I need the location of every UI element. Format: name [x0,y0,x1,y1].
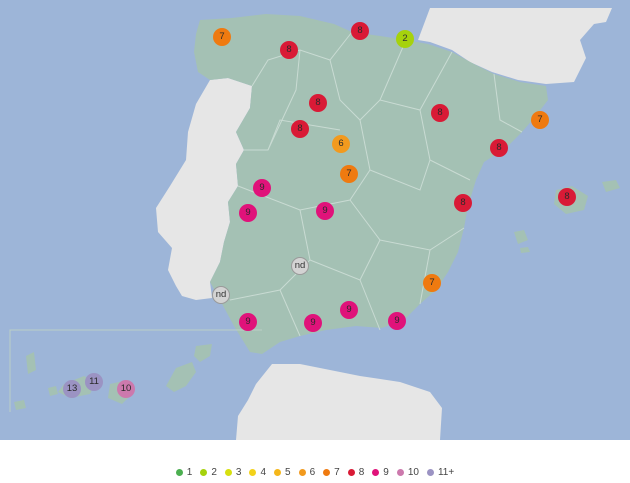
marker-caceres[interactable]: 9 [253,179,271,197]
la-gomera-land [48,386,58,396]
legend: 1 2 3 4 5 6 7 8 9 10 11+ [0,462,630,482]
legend-label: 7 [334,466,340,478]
marker-catalonia-north[interactable]: 7 [531,111,549,129]
legend-dot-icon [396,468,404,476]
canary-inset-frame [9,329,262,412]
legend-item-2[interactable]: 2 [200,467,217,478]
legend-label: 11+ [437,466,455,478]
legend-label: 10 [407,466,419,478]
legend-item-7[interactable]: 7 [323,467,340,478]
province-borders [229,31,523,337]
la-palma-land [26,352,36,374]
marker-valencia[interactable]: 8 [454,194,472,212]
legend-item-9[interactable]: 9 [372,467,389,478]
marker-galicia[interactable]: 7 [213,28,231,46]
france-land [418,8,612,84]
marker-castilla-north[interactable]: 8 [309,94,327,112]
marker-tenerife[interactable]: 13 [63,380,81,398]
menorca-land [602,180,620,192]
marker-salamanca[interactable]: 8 [291,120,309,138]
marker-segovia[interactable]: 6 [332,135,350,153]
lanzarote-land [194,344,212,362]
legend-item-4[interactable]: 4 [249,467,266,478]
legend-dot-icon [274,468,282,476]
legend-item-8[interactable]: 8 [347,466,365,478]
africa-land [236,364,442,440]
marker-basque[interactable]: 2 [396,30,414,48]
legend-label: 9 [383,466,389,478]
marker-mallorca[interactable]: 8 [558,188,576,206]
spain-land [194,14,548,354]
fuerteventura-land [166,362,196,392]
marker-leon[interactable]: 8 [280,41,298,59]
marker-gran-canaria[interactable]: 11 [85,373,103,391]
legend-item-10[interactable]: 10 [396,466,419,478]
legend-dot-icon [200,468,208,476]
legend-item-6[interactable]: 6 [298,466,316,478]
legend-item-5[interactable]: 5 [274,467,291,478]
marker-cadiz[interactable]: 9 [239,313,257,331]
formentera-land [520,247,530,253]
legend-dot-icon [323,468,331,476]
legend-label: 6 [309,466,316,478]
legend-item-11plus[interactable]: 11+ [426,466,455,478]
legend-dot-icon [372,468,380,476]
marker-malaga[interactable]: 9 [304,314,322,332]
legend-label: 8 [358,466,365,478]
marker-aragon[interactable]: 8 [431,104,449,122]
legend-dot-icon [175,468,183,476]
legend-item-3[interactable]: 3 [224,466,242,478]
marker-cordoba[interactable]: nd [291,257,309,275]
legend-label: 2 [211,466,217,478]
legend-dot-icon [224,468,232,476]
legend-label: 1 [186,466,193,478]
legend-dot-icon [426,468,434,476]
marker-fuerteventura[interactable]: 10 [117,380,135,398]
legend-dot-icon [347,468,355,476]
marker-almeria[interactable]: 9 [388,312,406,330]
legend-dot-icon [298,468,306,476]
map-svg [9,8,620,440]
legend-item-1[interactable]: 1 [175,466,193,478]
el-hierro-land [14,400,26,410]
ibiza-land [514,230,528,244]
marker-badajoz[interactable]: 9 [239,204,257,222]
legend-label: 5 [285,466,291,478]
marker-madrid[interactable]: 7 [340,165,358,183]
portugal-land [156,78,252,300]
marker-ciudad-real[interactable]: 9 [316,202,334,220]
legend-label: 4 [260,466,267,478]
legend-dot-icon [249,468,257,476]
marker-barcelona[interactable]: 8 [490,139,508,157]
marker-huelva[interactable]: nd [212,286,230,304]
marker-granada[interactable]: 9 [340,301,358,319]
marker-alicante[interactable]: 7 [423,274,441,292]
marker-cantabria[interactable]: 8 [351,22,369,40]
legend-label: 3 [235,466,242,478]
